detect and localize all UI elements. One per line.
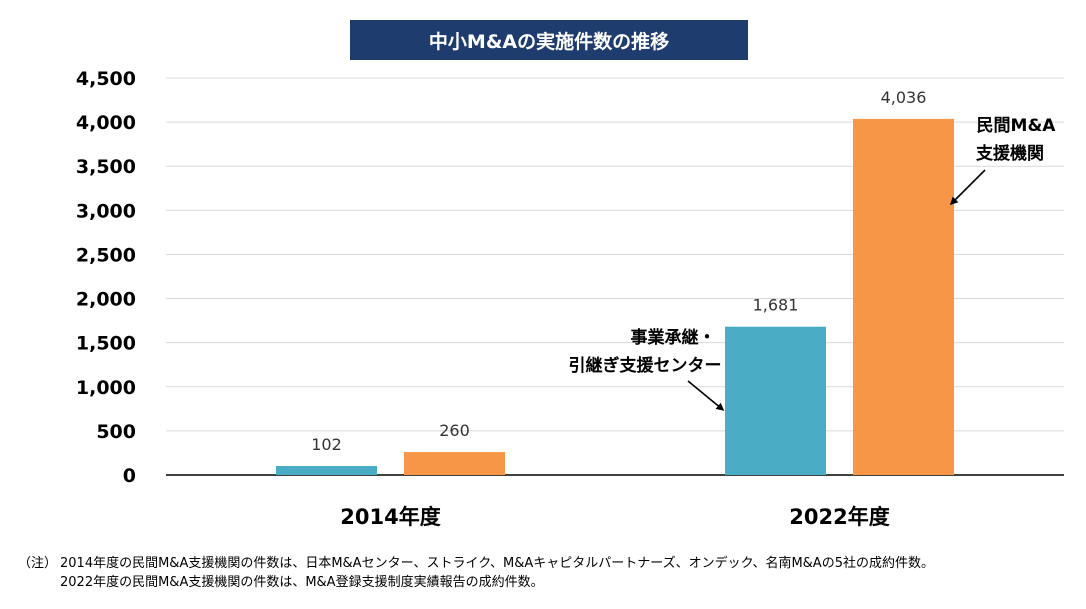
y-tick-label: 0 [123, 465, 136, 487]
annotation-private-line1: 民間M&A [977, 116, 1057, 136]
y-tick-label: 1,500 [76, 333, 136, 355]
data-label: 1,681 [753, 296, 799, 315]
y-tick-label: 1,000 [76, 377, 136, 399]
y-axis-ticks: 0 500 1,000 1,500 2,000 2,500 3,000 3,500 4,000 4… [76, 68, 136, 487]
y-tick-label: 3,000 [76, 200, 136, 222]
y-tick-label: 4,500 [76, 68, 136, 90]
bar-private-1 [853, 118, 954, 475]
note-line-1: 2014年度の民間M&A支援機関の件数は、日本M&Aセンター、ストライク、M&A… [60, 556, 934, 571]
data-label: 102 [311, 435, 342, 454]
annotation-center-line1: 事業承継・ [631, 327, 716, 348]
data-label: 4,036 [881, 88, 927, 107]
annotation-center-arrow [687, 380, 725, 411]
chart-title: 中小M&Aの実施件数の推移 [350, 20, 748, 60]
y-tick-label: 4,000 [76, 112, 136, 134]
annotation-center-line2: 引継ぎ支援センター [569, 355, 722, 376]
x-category-label: 2014年度 [340, 505, 440, 529]
y-tick-label: 500 [96, 421, 136, 443]
annotations: 事業承継・ 引継ぎ支援センター 民間M&A 支援機関 [569, 116, 1057, 411]
y-tick-label: 2,500 [76, 244, 136, 266]
note-prefix: （注） [18, 556, 58, 571]
note-line-2: 2022年度の民間M&A支援機関の件数は、M&A登録支援制度実績報告の成約件数。 [60, 575, 544, 590]
annotation-private-arrow [949, 169, 986, 206]
footnotes: （注） 2014年度の民間M&A支援機関の件数は、日本M&Aセンター、ストライク… [18, 554, 934, 592]
y-tick-label: 2,000 [76, 289, 136, 311]
bar-center-1 [725, 326, 826, 475]
data-label: 260 [439, 421, 470, 440]
x-axis-categories: 2014年度 2022年度 [340, 505, 889, 529]
bar-center-0 [276, 466, 377, 475]
annotation-private-line2: 支援機関 [976, 143, 1044, 164]
bar-private-0 [404, 452, 505, 475]
x-category-label: 2022年度 [789, 505, 889, 529]
y-tick-label: 3,500 [76, 156, 136, 178]
data-labels: 102 260 1,681 4,036 [311, 88, 926, 454]
bar-chart: 0 500 1,000 1,500 2,000 2,500 3,000 3,500 4,000 4… [76, 68, 1064, 529]
bars [276, 118, 954, 475]
